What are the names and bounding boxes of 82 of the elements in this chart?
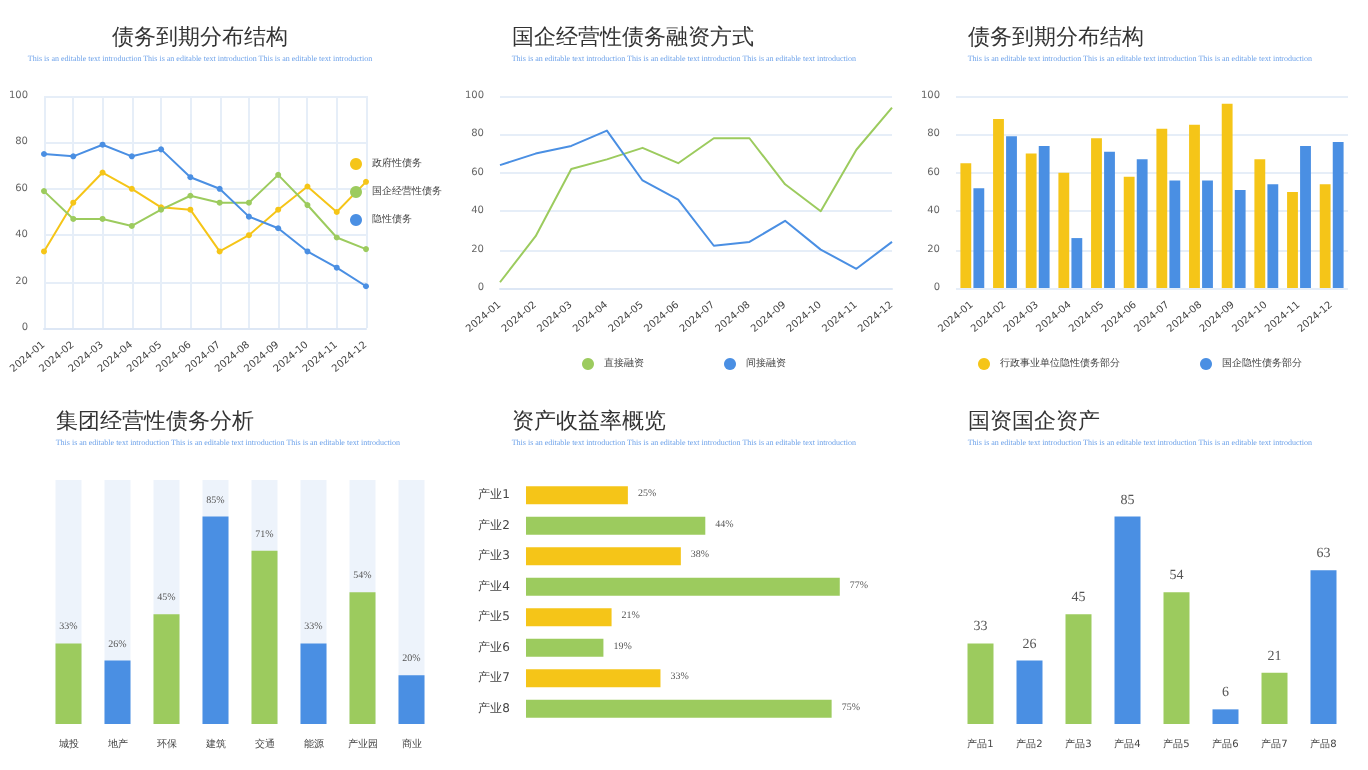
point — [70, 153, 77, 160]
bar — [1300, 145, 1311, 288]
bar — [1136, 159, 1148, 288]
chart-title: 国资国企资产 — [967, 408, 1100, 434]
point — [304, 202, 311, 209]
bar — [973, 188, 985, 288]
bar — [1163, 592, 1190, 724]
bar — [1156, 128, 1168, 288]
bar — [1261, 672, 1288, 724]
point — [99, 215, 106, 222]
chart-title: 债务到期分布结构 — [112, 24, 288, 50]
bar — [526, 669, 661, 688]
point — [41, 248, 47, 255]
bar — [1221, 103, 1233, 288]
point — [363, 178, 369, 185]
point — [216, 248, 223, 255]
bar — [1025, 153, 1037, 288]
bar — [1310, 570, 1337, 724]
bar — [526, 638, 604, 657]
point — [128, 153, 135, 160]
point — [187, 206, 194, 213]
point — [70, 199, 77, 206]
point — [245, 232, 252, 239]
bar — [1038, 145, 1050, 288]
bar — [398, 675, 425, 724]
bar — [526, 486, 628, 505]
point — [333, 264, 340, 271]
bar — [526, 547, 681, 566]
point — [128, 185, 135, 192]
line-series — [41, 141, 369, 290]
bar — [993, 119, 1004, 288]
bar — [1332, 142, 1344, 288]
bar — [967, 643, 994, 724]
bar — [526, 577, 840, 596]
point — [304, 248, 311, 255]
line-series — [499, 106, 893, 284]
bar — [1254, 159, 1266, 288]
bar — [1267, 184, 1279, 288]
chart-title: 资产收益率概览 — [511, 408, 666, 434]
bar — [1287, 192, 1298, 288]
bar — [1169, 180, 1181, 288]
point — [363, 283, 369, 290]
bar — [1319, 184, 1331, 288]
bar — [1071, 238, 1083, 288]
point — [245, 199, 252, 206]
bar — [1114, 516, 1141, 724]
bar — [1006, 136, 1017, 288]
point — [41, 188, 47, 195]
point — [245, 213, 252, 220]
point — [41, 151, 47, 157]
point — [187, 174, 194, 181]
chart-title: 集团经营性债务分析 — [55, 408, 254, 434]
point — [99, 141, 106, 148]
bar — [1016, 660, 1043, 724]
bar — [960, 163, 972, 288]
bar — [1104, 151, 1115, 288]
bar — [1189, 124, 1200, 288]
bar — [526, 516, 706, 535]
bar — [1234, 190, 1246, 288]
point — [128, 222, 135, 229]
point — [99, 169, 106, 176]
bar — [1065, 614, 1092, 724]
point — [304, 183, 311, 190]
point — [158, 146, 165, 153]
bar — [526, 608, 612, 627]
line-series — [499, 129, 893, 270]
bar — [1091, 138, 1102, 288]
point — [275, 171, 282, 178]
bar — [1058, 172, 1070, 288]
bar — [1202, 180, 1213, 288]
bar — [1212, 709, 1239, 724]
bar — [1123, 176, 1135, 288]
point — [187, 192, 194, 199]
point — [275, 206, 282, 213]
point — [275, 225, 282, 232]
point — [216, 199, 223, 206]
point — [216, 185, 223, 192]
bar — [526, 699, 832, 718]
point — [333, 209, 340, 215]
chart-title: 国企经营性债务融资方式 — [511, 24, 754, 50]
point — [363, 246, 369, 253]
chart-title: 债务到期分布结构 — [967, 24, 1144, 50]
